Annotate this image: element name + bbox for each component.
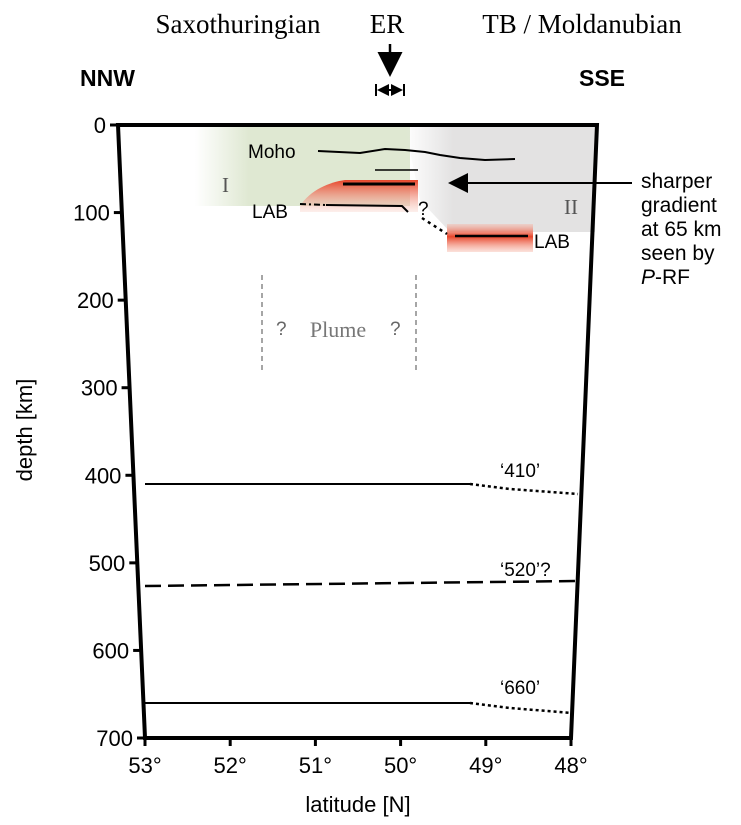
x-tick-label: 51° xyxy=(299,753,332,778)
annotation-line: P-RF xyxy=(641,266,690,289)
x-tick-label: 50° xyxy=(384,753,417,778)
y-tick-label: 200 xyxy=(77,288,114,313)
zone-label: II xyxy=(564,195,578,219)
annotation-line: gradient xyxy=(641,194,717,217)
discontinuity-520 xyxy=(144,579,579,588)
x-tick-label: 49° xyxy=(469,753,502,778)
direction-label: SSE xyxy=(579,65,625,91)
lab-left-zone xyxy=(300,180,418,212)
discontinuity-label: ‘410’ xyxy=(500,461,540,482)
region-2-shade xyxy=(405,127,597,232)
lab-left-line xyxy=(325,204,409,213)
direction-label: NNW xyxy=(80,65,135,91)
x-tick-label: 52° xyxy=(214,753,247,778)
region-label: TB / Moldanubian xyxy=(482,9,682,39)
zone-label: I xyxy=(222,173,229,197)
y-tick-label: 100 xyxy=(73,201,110,226)
question-mark: ? xyxy=(418,199,429,220)
annotation-line: at 65 km xyxy=(641,218,722,241)
lab-label: LAB xyxy=(252,202,288,223)
y-tick-label: 300 xyxy=(81,376,118,401)
discontinuity-label: ‘520’? xyxy=(500,560,551,581)
lab-label: LAB xyxy=(534,232,570,253)
x-tick-label: 48° xyxy=(554,753,587,778)
y-tick-label: 500 xyxy=(89,551,126,576)
region-label: Saxothuringian xyxy=(156,9,321,39)
lab-right-zone xyxy=(447,224,533,252)
discontinuity-label: ‘660’ xyxy=(500,678,540,699)
y-tick-label: 400 xyxy=(85,463,122,488)
question-mark: ? xyxy=(390,319,401,340)
y-tick-label: 600 xyxy=(92,638,129,663)
discontinuity-660-dotted xyxy=(469,701,573,715)
annotation-suffix: -RF xyxy=(655,266,690,289)
y-tick-label: 700 xyxy=(96,726,133,751)
annotation-line: sharper xyxy=(641,170,712,193)
x-tick-label: 53° xyxy=(128,753,161,778)
region-label: ER xyxy=(370,9,405,39)
plume-label: Plume xyxy=(310,317,366,342)
moho-line xyxy=(317,147,516,162)
y-tick-label: 0 xyxy=(94,113,106,138)
y-axis-label: depth [km] xyxy=(12,379,37,482)
moho-label: Moho xyxy=(248,142,296,163)
annotation-line: seen by xyxy=(641,242,715,265)
discontinuity-410-dotted xyxy=(469,482,579,496)
question-mark: ? xyxy=(276,319,287,340)
x-axis-label: latitude [N] xyxy=(305,792,410,817)
lab-connector xyxy=(421,216,448,236)
annotation-italic: P xyxy=(641,266,655,289)
lab-left-dashed xyxy=(299,203,327,206)
